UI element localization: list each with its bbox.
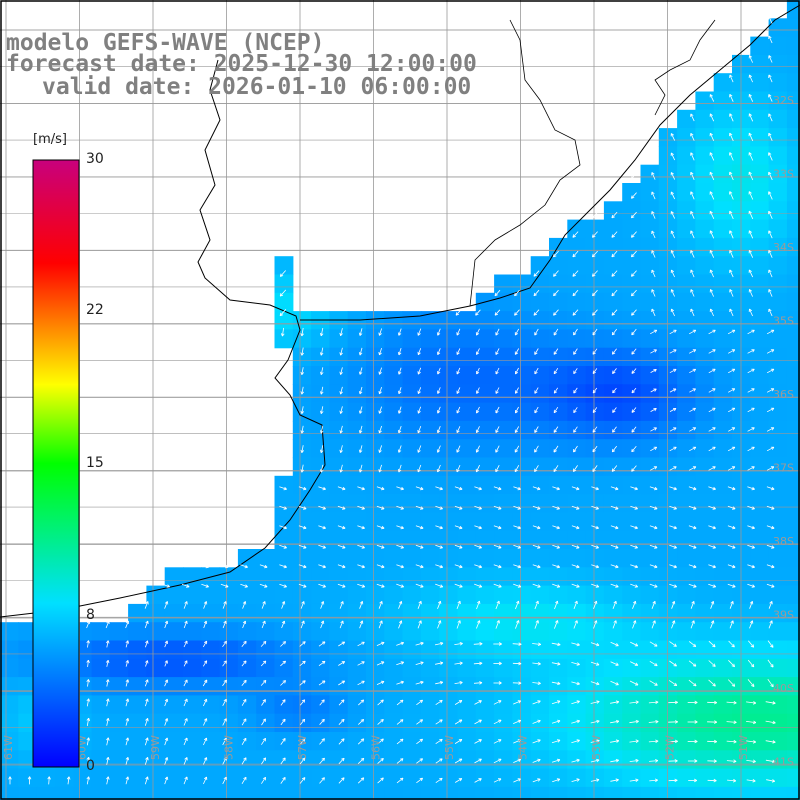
longitude-label: 59W: [149, 735, 162, 760]
latitude-label: 33S: [773, 168, 794, 181]
longitude-label: 56W: [370, 735, 383, 760]
longitude-label: 61W: [2, 735, 15, 760]
latitude-label: 38S: [773, 535, 794, 548]
latitude-label: 40S: [773, 682, 794, 695]
longitude-label: 58W: [223, 735, 236, 760]
longitude-label: 54W: [517, 735, 530, 760]
latitude-labels: 32S 33S 34S 35S 36S 37S 38S 39S 40S 41S: [773, 94, 794, 769]
colorbar-tick-label: 0: [86, 758, 95, 774]
latitude-label: 41S: [773, 756, 794, 769]
model-title: modelo GEFS-WAVE (NCEP): [6, 30, 325, 56]
longitude-label: 53W: [590, 735, 603, 760]
wind-arrows: [8, 16, 776, 785]
latitude-label: 32S: [773, 94, 794, 107]
longitude-label: 60W: [76, 735, 89, 760]
longitude-label: 51W: [737, 735, 750, 760]
latitude-label: 39S: [773, 609, 794, 622]
latitude-label: 36S: [773, 388, 794, 401]
colorbar-tick-label: 30: [86, 151, 104, 167]
latitude-label: 35S: [773, 315, 794, 328]
longitude-label: 57W: [296, 735, 309, 760]
colorbar-unit: [m/s]: [33, 132, 67, 147]
longitude-label: 52W: [664, 735, 677, 760]
longitude-label: 55W: [443, 735, 456, 760]
colorbar-tick-label: 15: [86, 455, 104, 471]
forecast-date: forecast date: 2025-12-30 12:00:00: [6, 51, 477, 77]
latitude-label: 34S: [773, 241, 794, 254]
colorbar-tick-label: 8: [86, 607, 95, 623]
valid-date: valid date: 2026-01-10 06:00:00: [42, 74, 472, 100]
coastline: [0, 4, 800, 618]
colorbar-tick-label: 22: [86, 302, 104, 318]
latitude-label: 37S: [773, 462, 794, 475]
